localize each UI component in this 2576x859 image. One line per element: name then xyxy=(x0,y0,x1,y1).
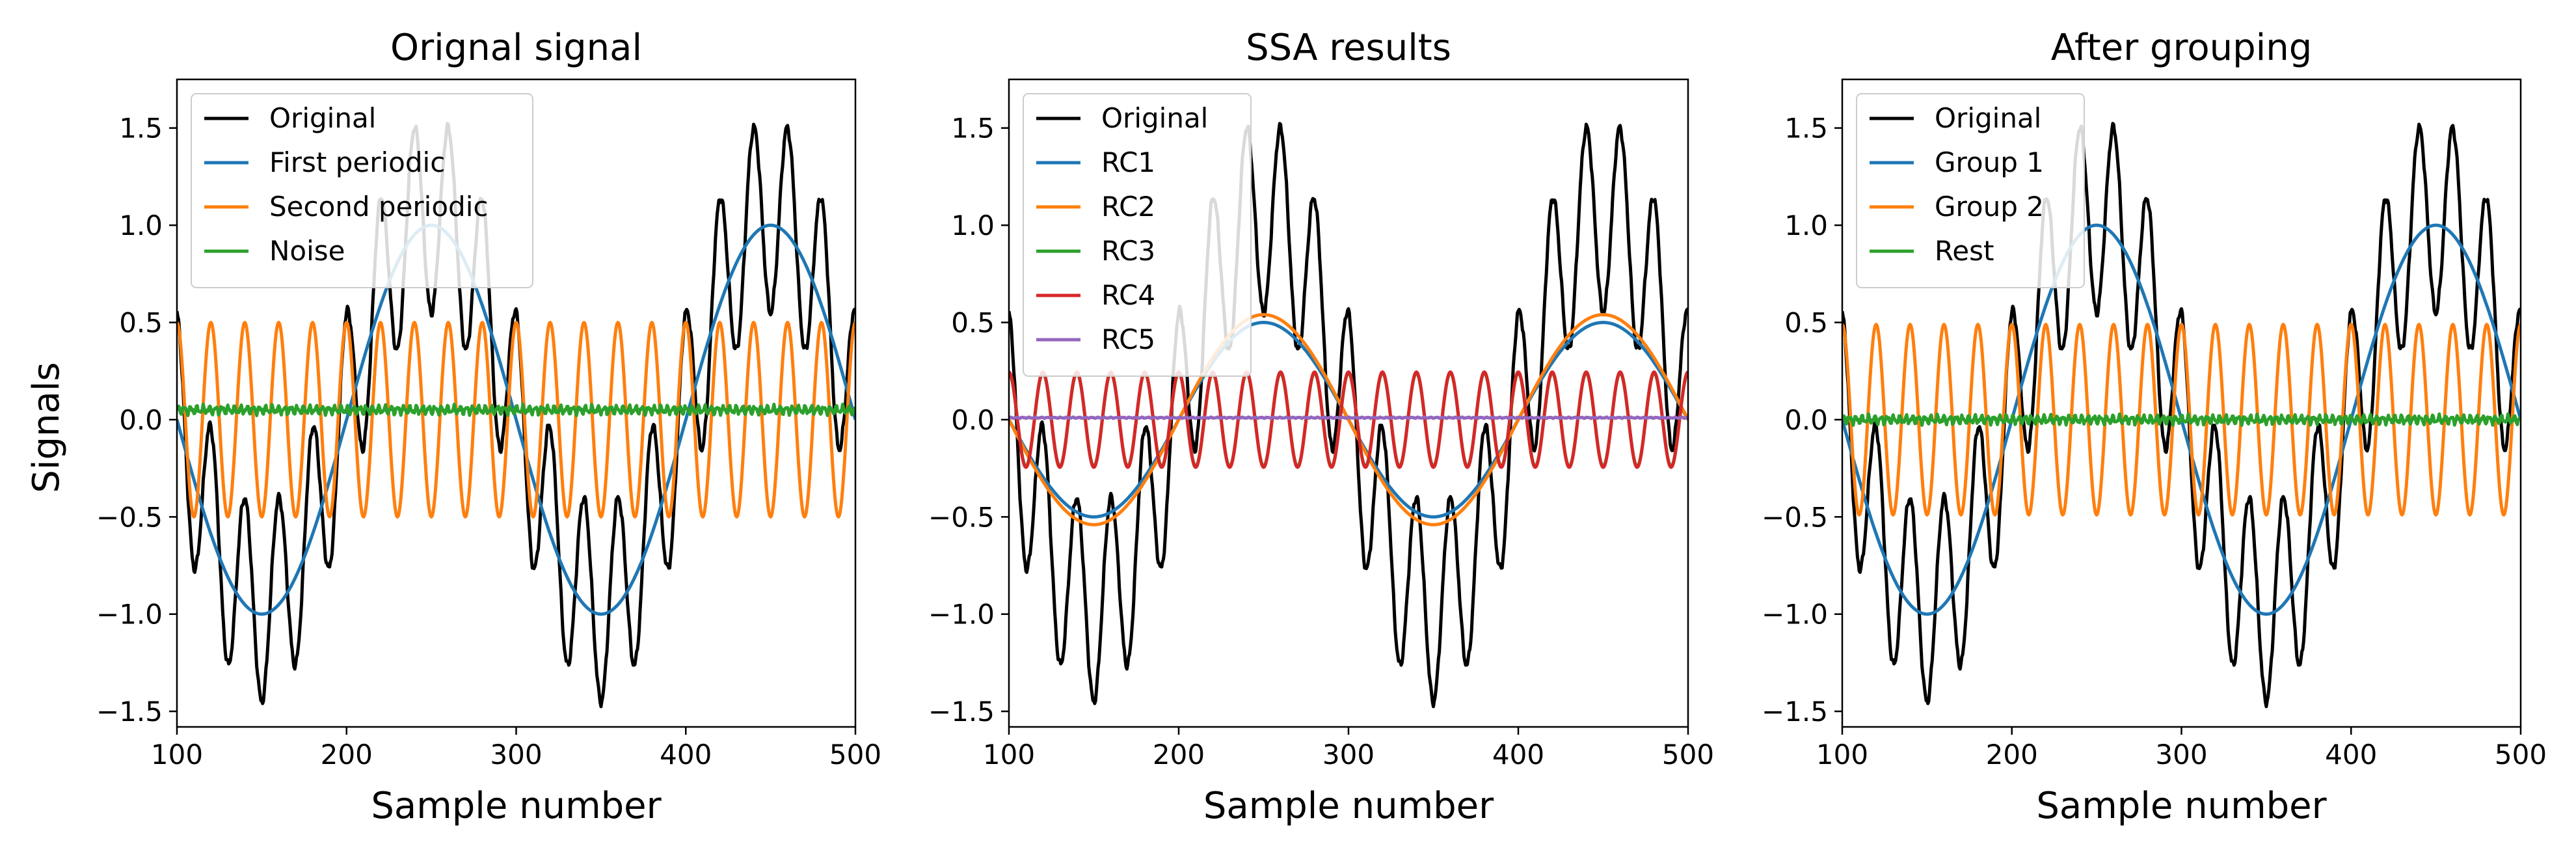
legend: Original Group 1 Group 2 Rest xyxy=(1856,93,2085,288)
legend-box xyxy=(1856,93,2085,288)
legend-label: Rest xyxy=(1935,235,1994,267)
legend-label: Original xyxy=(1101,102,1208,134)
chart-panel-2: 100 200 300 400 500 −1.5 −1.0 −0.5 0.0 0.5 1.0 1.5 S… xyxy=(928,27,1714,827)
y-tick-label: −1.0 xyxy=(1762,599,1828,631)
chart-panel-3: 100 200 300 400 500 −1.5 −1.0 −0.5 0.0 0.5 1.0 1.5 A… xyxy=(1762,27,2547,827)
legend: Original First periodic Second periodic Noi… xyxy=(191,93,533,288)
series-group xyxy=(177,122,855,709)
legend-box xyxy=(191,93,533,288)
x-tick-label: 200 xyxy=(321,739,373,770)
x-tick-label: 100 xyxy=(1816,739,1868,770)
series-line-rc5 xyxy=(1009,415,1688,420)
legend-label: RC3 xyxy=(1101,235,1155,267)
chart-title: Orignal signal xyxy=(390,27,642,69)
x-tick-label: 200 xyxy=(1986,739,2038,770)
x-tick-label: 300 xyxy=(2155,739,2207,770)
legend-label: RC5 xyxy=(1101,323,1155,355)
y-tick-label: 0.0 xyxy=(1784,404,1828,436)
y-tick-label: −1.0 xyxy=(928,599,995,631)
y-axis-label: Signals xyxy=(25,362,68,493)
y-tick-label: −0.5 xyxy=(1762,501,1828,533)
legend-label: Original xyxy=(1935,102,2041,134)
legend-label: Second periodic xyxy=(269,191,488,223)
x-tick-label: 500 xyxy=(829,739,881,770)
series-line-original xyxy=(1009,122,1688,709)
y-tick-label: 1.0 xyxy=(119,210,163,241)
series-line-original xyxy=(177,122,855,709)
x-axis-label: Sample number xyxy=(371,785,662,827)
legend-label: First periodic xyxy=(269,146,445,178)
series-line-noise xyxy=(177,402,855,418)
y-tick-label: −0.5 xyxy=(96,501,163,533)
legend-label: Noise xyxy=(269,235,345,267)
x-tick-label: 100 xyxy=(983,739,1035,770)
chart-title: After grouping xyxy=(2051,27,2313,69)
series-line-second-periodic xyxy=(177,321,855,519)
y-tick-label: −1.5 xyxy=(928,696,995,728)
series-line-rest xyxy=(1842,412,2521,427)
legend-label: Group 1 xyxy=(1935,146,2044,178)
chart-panel-1: 100 200 300 400 500 −1.5 −1.0 −0.5 0.0 0.5 1.0 1.5 O… xyxy=(96,27,881,827)
y-tick-label: −1.5 xyxy=(96,696,163,728)
x-tick-label: 200 xyxy=(1153,739,1205,770)
series-line-rc2 xyxy=(1009,313,1688,526)
y-tick-label: 1.0 xyxy=(951,210,995,241)
y-tick-label: 1.5 xyxy=(1784,113,1828,144)
y-tick-label: 1.0 xyxy=(1784,210,1828,241)
series-group xyxy=(1842,122,2521,709)
y-tick-label: 0.5 xyxy=(1784,307,1828,338)
y-tick-label: 0.5 xyxy=(119,307,163,338)
series-line-rc4 xyxy=(1009,370,1688,469)
x-tick-label: 400 xyxy=(1492,739,1544,770)
series-line-first-periodic xyxy=(177,223,855,616)
legend-label: Group 2 xyxy=(1935,191,2044,223)
x-tick-label: 400 xyxy=(660,739,712,770)
y-tick-label: 0.5 xyxy=(951,307,995,338)
y-tick-label: 1.5 xyxy=(951,113,995,144)
x-tick-label: 300 xyxy=(490,739,542,770)
series-group xyxy=(1009,122,1688,709)
legend-label: RC2 xyxy=(1101,191,1155,223)
x-axis-label: Sample number xyxy=(2036,785,2327,827)
y-tick-label: −1.5 xyxy=(1762,696,1828,728)
y-tick-label: 0.0 xyxy=(951,404,995,436)
y-tick-label: 0.0 xyxy=(119,404,163,436)
series-line-group-2 xyxy=(1842,323,2521,517)
legend-label: RC1 xyxy=(1101,146,1155,178)
x-tick-label: 500 xyxy=(1662,739,1714,770)
x-tick-label: 300 xyxy=(1322,739,1375,770)
x-axis-label: Sample number xyxy=(1203,785,1494,827)
x-tick-label: 500 xyxy=(2495,739,2547,770)
series-line-original xyxy=(1842,122,2521,709)
legend-label: RC4 xyxy=(1101,279,1155,311)
legend: Original RC1 RC2 RC3 RC4 RC5 xyxy=(1023,93,1252,377)
y-tick-label: −0.5 xyxy=(928,501,995,533)
x-tick-label: 100 xyxy=(151,739,203,770)
x-tick-label: 400 xyxy=(2325,739,2377,770)
legend-label: Original xyxy=(269,102,376,134)
chart-title: SSA results xyxy=(1246,27,1451,69)
y-tick-label: −1.0 xyxy=(96,599,163,631)
y-tick-label: 1.5 xyxy=(119,113,163,144)
